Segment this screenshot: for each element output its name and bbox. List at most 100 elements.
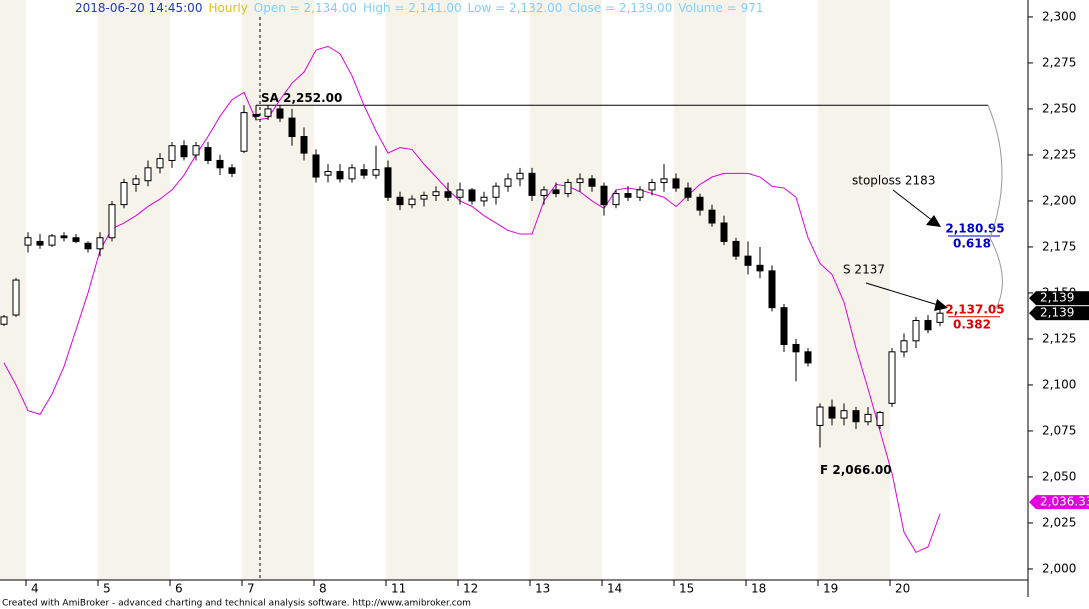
candle-body: [504, 178, 512, 187]
price-pointer: [1029, 291, 1036, 306]
candle-body: [900, 340, 908, 353]
candle-body: [192, 145, 200, 156]
candle-body: [144, 167, 152, 182]
x-tick-label: 8: [319, 582, 327, 596]
candle-body: [576, 178, 584, 184]
candle-body: [744, 255, 752, 266]
candle-body: [804, 351, 812, 364]
candle-body: [432, 191, 440, 196]
footer: Created with AmiBroker - advanced charti…: [2, 599, 471, 609]
candle-body: [468, 189, 476, 202]
y-tick-label: 2,125: [1042, 331, 1076, 345]
candle-body: [312, 154, 320, 178]
candle-body: [60, 235, 68, 239]
plot: SA 2,252.00 F 2,066.00 2,180.950.618 2,137.…: [0, 45, 1005, 554]
candle-body: [300, 136, 308, 154]
y-tick-label: 2,075: [1042, 423, 1076, 437]
quote: Open = 2,134.00: [253, 1, 357, 15]
note-arrow: [865, 282, 939, 306]
y-tick-label: 2,225: [1042, 147, 1076, 161]
price-pointer: [1029, 495, 1036, 510]
candle-body: [768, 270, 776, 309]
candle-body: [672, 178, 680, 189]
candle-body: [276, 108, 284, 119]
candle-body: [816, 406, 824, 426]
candle-body: [72, 237, 80, 242]
candle-body: [156, 158, 164, 169]
note-arrow: [892, 189, 934, 222]
x-tick-label: 19: [823, 582, 838, 596]
candle-body: [108, 204, 116, 239]
candle-body: [408, 198, 416, 206]
fib-ratio: 0.382: [953, 317, 991, 331]
candle-body: [0, 316, 8, 325]
candle-body: [492, 185, 500, 198]
arrow-head: [934, 299, 948, 311]
fib-arc: [987, 104, 1003, 239]
candle-body: [684, 187, 692, 198]
price-box-label: 2,036.33: [1040, 495, 1089, 509]
note: stoploss 2183: [852, 174, 935, 188]
candle-body: [336, 170, 344, 180]
candle-body: [540, 189, 548, 196]
candle-body: [36, 240, 44, 246]
candle-body: [384, 167, 392, 198]
candle-body: [936, 312, 944, 323]
candle-body: [600, 185, 608, 206]
candle-body: [84, 242, 92, 250]
candle-body: [528, 172, 536, 196]
candle-body: [360, 169, 368, 176]
candle-body: [216, 159, 224, 169]
candle-body: [732, 240, 740, 257]
x-tick-label: 12: [463, 582, 478, 596]
candle-body: [204, 147, 212, 161]
day-band: [530, 0, 602, 580]
indicator-line: [3, 45, 941, 554]
low-label: F 2,066.00: [820, 463, 892, 477]
arrow-head: [926, 215, 941, 227]
candle-body: [624, 193, 632, 198]
x-tick-label: 14: [607, 582, 622, 596]
y-tick-label: 2,025: [1042, 515, 1076, 529]
quote: High = 2,141.00: [362, 1, 462, 15]
price-pointer: [1029, 306, 1036, 321]
candle-body: [132, 178, 140, 185]
quote: Close = 2,139.00: [568, 1, 673, 15]
day-band: [386, 0, 458, 580]
x-tick-label: 18: [751, 582, 766, 596]
candle-body: [252, 113, 260, 117]
price-box-label: 2,139: [1040, 291, 1074, 305]
candle-body: [888, 351, 896, 404]
header: 2018-06-20 14:45:00 Hourly Open = 2,134.…: [75, 1, 763, 15]
candle-body: [96, 237, 104, 250]
day-band: [242, 0, 314, 580]
fib-price: 2,180.95: [945, 221, 1004, 235]
candle-body: [852, 410, 860, 423]
quote: Volume = 971: [678, 1, 764, 15]
x-tick-label: 15: [679, 582, 694, 596]
candle-body: [180, 145, 188, 158]
candle-body: [396, 196, 404, 206]
candle-body: [288, 117, 296, 138]
x-tick-label: 4: [31, 582, 39, 596]
candle-body: [720, 222, 728, 242]
x-tick-label: 11: [391, 582, 406, 596]
candle-body: [912, 320, 920, 342]
price-box-label: 2,139: [1040, 306, 1074, 320]
price-box: [1036, 495, 1089, 510]
y-tick-label: 2,275: [1042, 55, 1076, 69]
candle-body: [240, 112, 248, 152]
candle-body: [552, 189, 560, 195]
fib-arc: [989, 237, 1003, 311]
candle-body: [564, 182, 572, 195]
level-label: SA 2,252.00: [261, 91, 342, 105]
candle-body: [864, 413, 872, 423]
candle-body: [120, 182, 128, 206]
price-box: [1036, 291, 1089, 306]
quote: Low = 2,132.00: [467, 1, 563, 15]
candle-body: [228, 167, 236, 174]
day-bands: [0, 0, 890, 580]
candle-body: [612, 193, 620, 206]
